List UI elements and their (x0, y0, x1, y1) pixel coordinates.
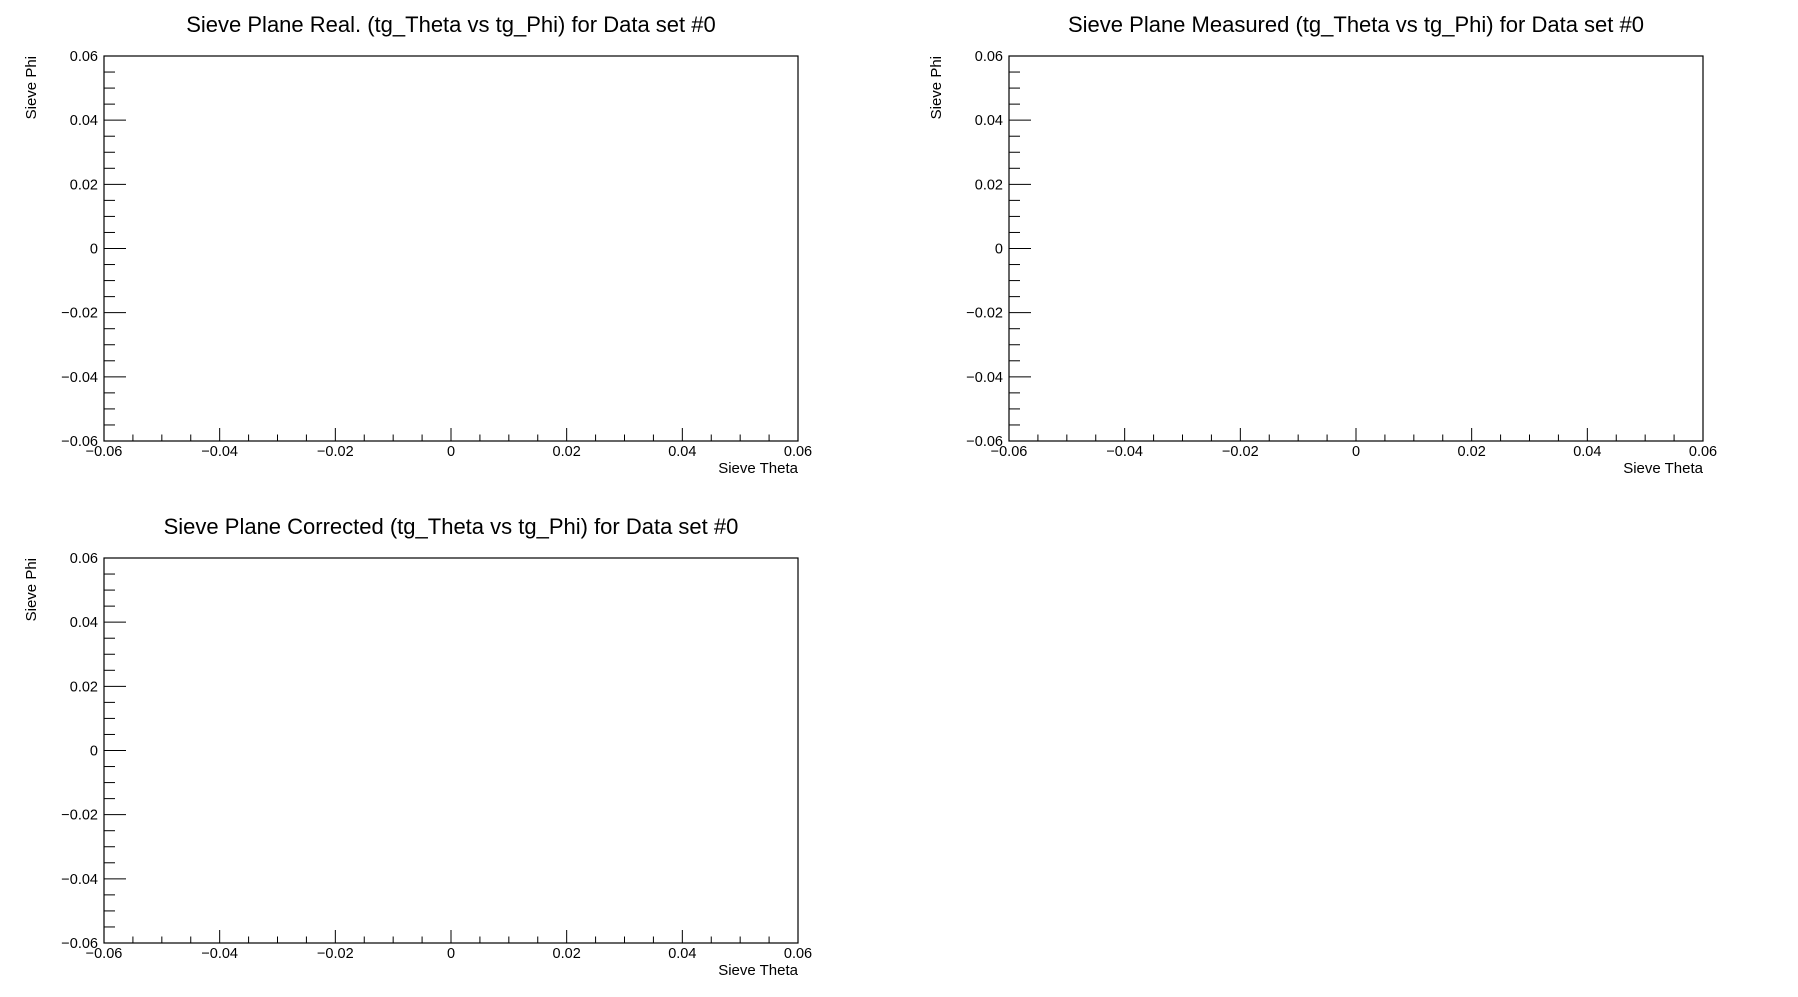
y-axis-title: Sieve Phi (23, 56, 40, 119)
y-tick-label: −0.04 (61, 872, 98, 888)
y-tick-label: 0 (90, 242, 98, 258)
x-tick-label: −0.02 (1222, 444, 1259, 460)
y-tick-label: −0.04 (966, 370, 1003, 386)
y-tick-label: 0 (90, 744, 98, 760)
x-tick-label: −0.02 (317, 444, 354, 460)
x-tick-label: 0 (1352, 444, 1360, 460)
y-axis-title: Sieve Phi (928, 56, 945, 119)
x-tick-label: −0.04 (201, 946, 238, 962)
y-tick-label: −0.02 (61, 808, 98, 824)
x-tick-label: −0.04 (1106, 444, 1143, 460)
y-tick-label: 0.02 (70, 177, 98, 193)
chart-title: Sieve Plane Corrected (tg_Theta vs tg_Ph… (164, 514, 739, 539)
x-tick-label: 0 (447, 946, 455, 962)
x-tick-label: −0.04 (201, 444, 238, 460)
chart-title: Sieve Plane Real. (tg_Theta vs tg_Phi) f… (186, 12, 716, 37)
x-tick-label: 0.02 (1458, 444, 1486, 460)
y-tick-label: −0.06 (61, 936, 98, 952)
x-tick-label: 0.06 (784, 444, 812, 460)
x-tick-label: 0.04 (668, 444, 696, 460)
y-tick-label: 0.02 (975, 177, 1003, 193)
y-tick-label: 0.06 (70, 49, 98, 65)
x-tick-label: −0.06 (86, 444, 123, 460)
y-tick-label: 0.02 (70, 679, 98, 695)
x-axis-title: Sieve Theta (1623, 460, 1703, 477)
x-tick-label: 0.06 (784, 946, 812, 962)
y-tick-label: 0.04 (70, 113, 98, 129)
y-tick-label: 0.04 (975, 113, 1003, 129)
y-tick-label: 0 (995, 242, 1003, 258)
chart-title: Sieve Plane Measured (tg_Theta vs tg_Phi… (1068, 12, 1644, 37)
x-tick-label: −0.06 (991, 444, 1028, 460)
x-tick-label: 0.04 (668, 946, 696, 962)
chart-panel-2: Sieve Plane Measured (tg_Theta vs tg_Phi… (928, 12, 1717, 477)
y-tick-label: 0.06 (975, 49, 1003, 65)
y-tick-label: −0.06 (61, 434, 98, 450)
y-tick-label: −0.04 (61, 370, 98, 386)
y-tick-label: −0.02 (966, 306, 1003, 322)
chart-panel-1: Sieve Plane Real. (tg_Theta vs tg_Phi) f… (23, 12, 812, 477)
y-axis-title: Sieve Phi (23, 558, 40, 621)
x-tick-label: 0.02 (553, 444, 581, 460)
y-tick-label: −0.02 (61, 306, 98, 322)
x-tick-label: −0.06 (86, 946, 123, 962)
x-tick-label: 0.04 (1573, 444, 1601, 460)
chart-panel-3: Sieve Plane Corrected (tg_Theta vs tg_Ph… (23, 514, 812, 979)
x-axis-title: Sieve Theta (718, 962, 798, 979)
y-tick-label: 0.06 (70, 551, 98, 567)
x-axis-title: Sieve Theta (718, 460, 798, 477)
x-tick-label: −0.02 (317, 946, 354, 962)
x-tick-label: 0.06 (1689, 444, 1717, 460)
y-tick-label: 0.04 (70, 615, 98, 631)
y-tick-label: −0.06 (966, 434, 1003, 450)
x-tick-label: 0.02 (553, 946, 581, 962)
x-tick-label: 0 (447, 444, 455, 460)
